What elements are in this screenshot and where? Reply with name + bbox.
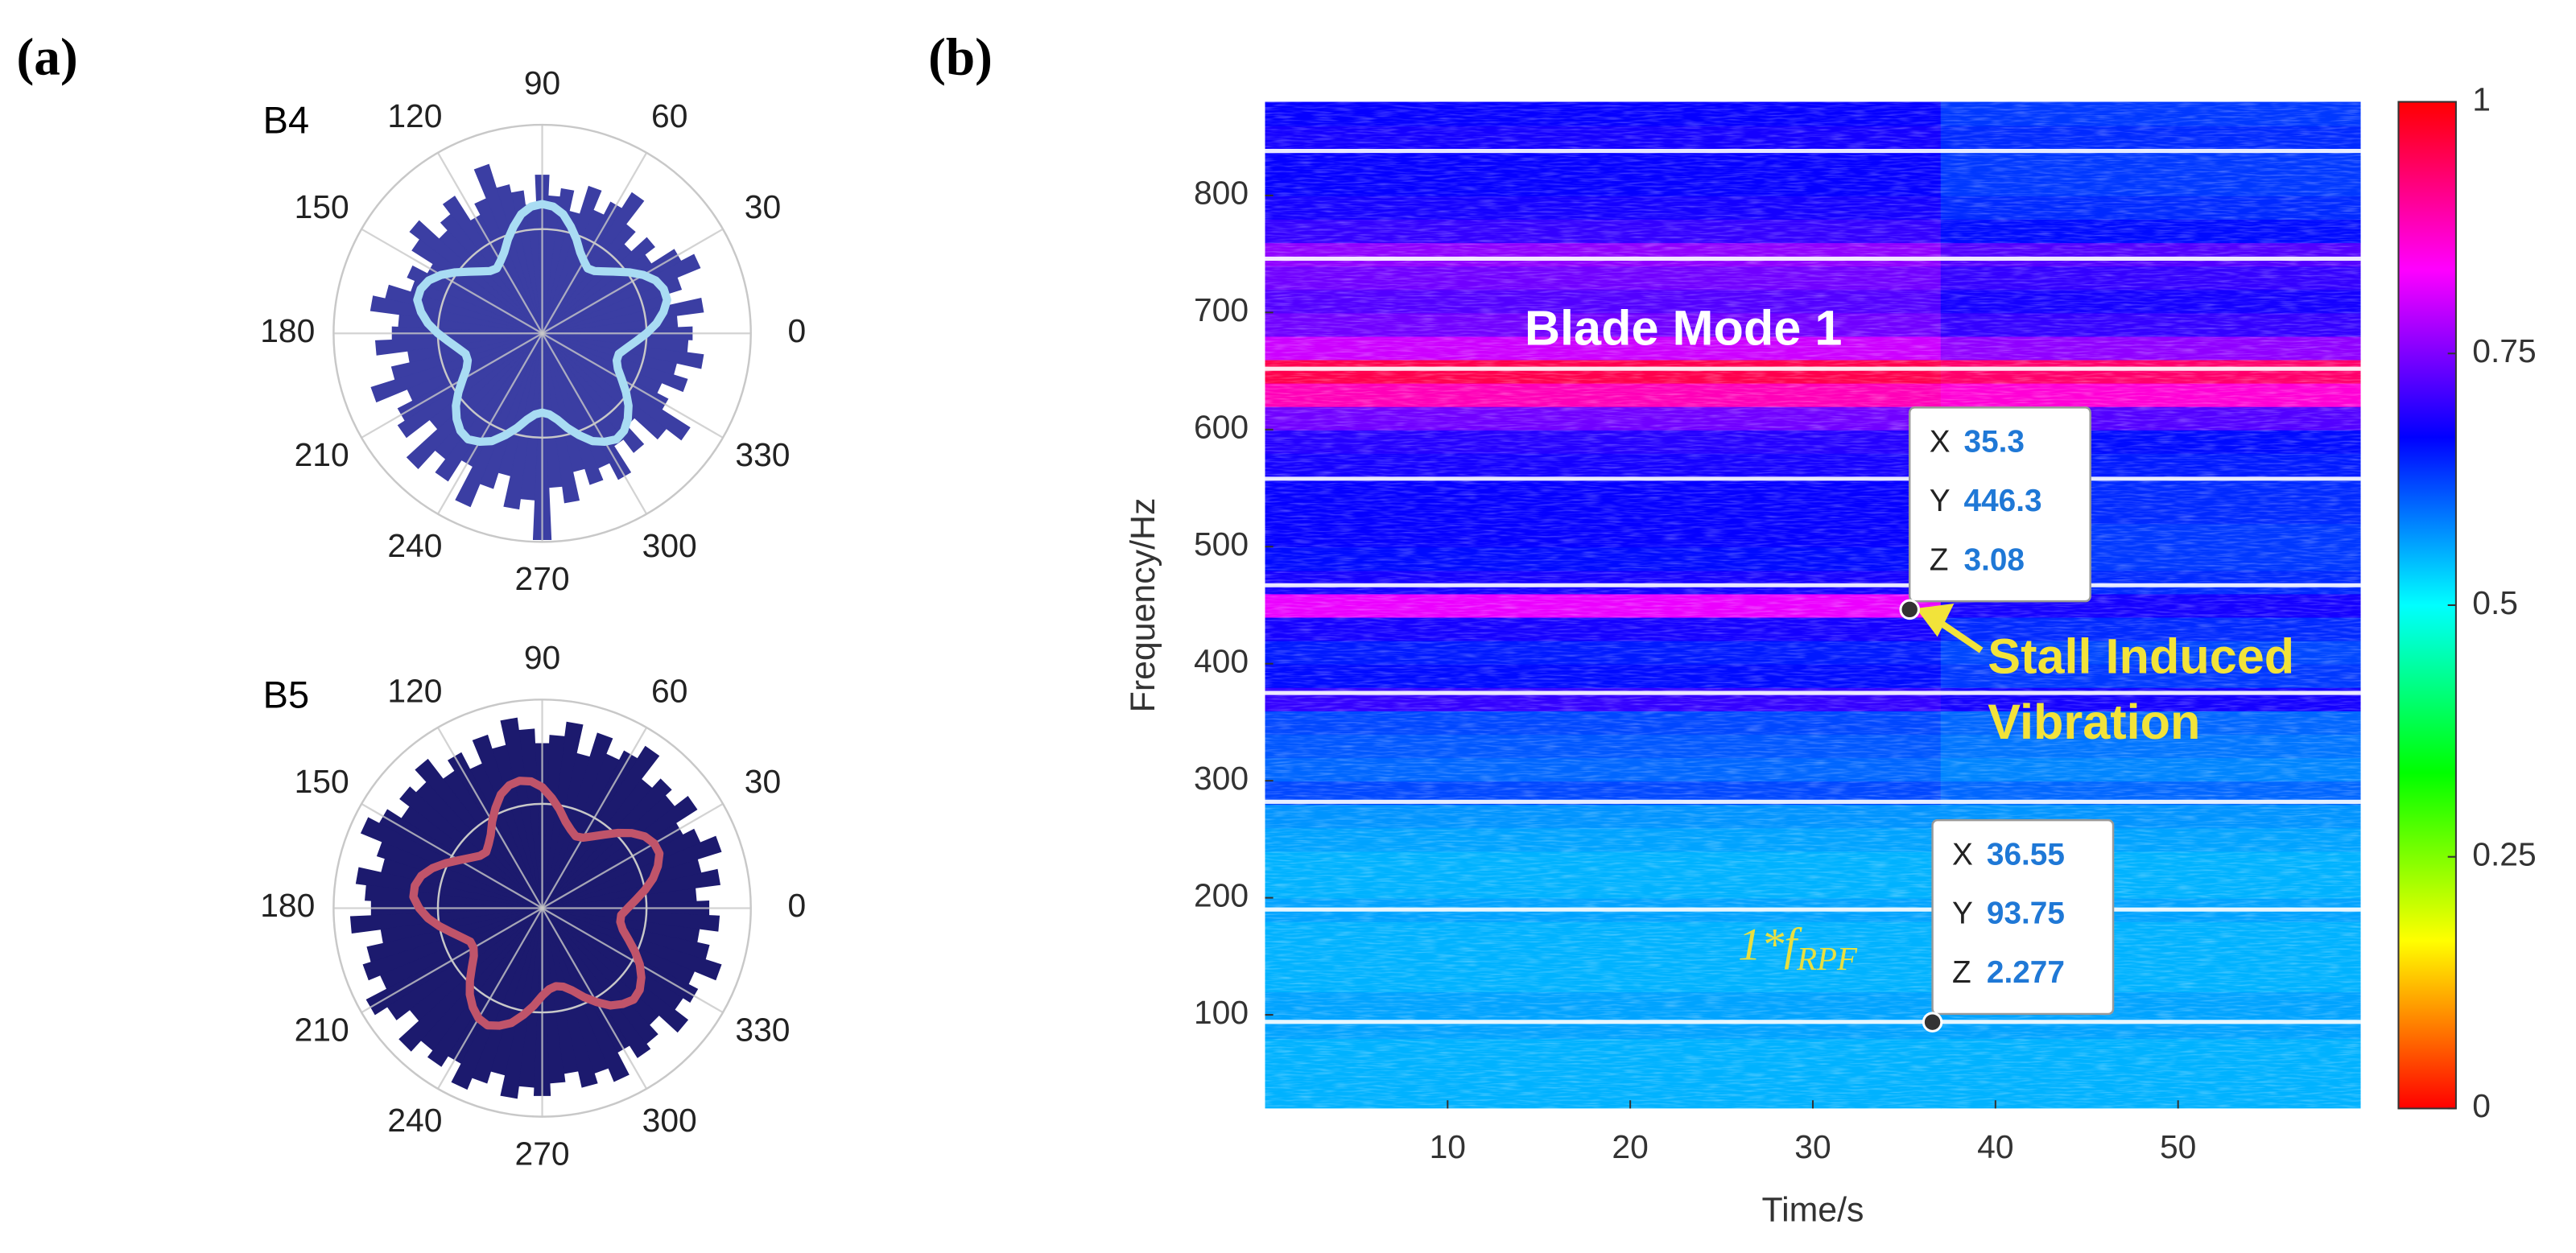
angle-tick-label: 180 — [260, 312, 315, 349]
datatip-value: 35.3 — [1964, 424, 2025, 459]
polar-spoke — [361, 802, 543, 909]
angle-tick-label: 300 — [642, 527, 697, 564]
polar-title: B4 — [263, 99, 309, 141]
colorbar-tick-label: 0.75 — [2472, 332, 2536, 369]
x-tick-label: 10 — [1430, 1128, 1466, 1165]
angle-tick-label: 60 — [651, 672, 687, 709]
angle-tick-label: 30 — [745, 763, 781, 800]
angle-tick-label: 240 — [387, 527, 442, 564]
datatip-value: 2.277 — [1987, 955, 2065, 990]
datatip-label: X — [1952, 837, 1973, 872]
annotation: Blade Mode 1 — [1525, 300, 1843, 355]
angle-tick-label: 240 — [387, 1102, 442, 1139]
polar-bar — [542, 908, 720, 932]
polar-spoke — [361, 332, 543, 439]
angle-tick-label: 330 — [735, 436, 790, 473]
datatip-point — [1899, 599, 1920, 620]
datatip-label: Z — [1930, 542, 1949, 577]
angle-tick-label: 150 — [295, 188, 349, 225]
angle-tick-label: 120 — [387, 97, 442, 134]
angle-tick-label: 30 — [745, 188, 781, 225]
datatip-value: 446.3 — [1964, 484, 2042, 518]
x-tick-label: 20 — [1612, 1128, 1648, 1165]
polar-spoke — [437, 332, 543, 515]
annotation-subscript: RPF — [1796, 941, 1858, 977]
polar-spoke — [541, 228, 724, 335]
polar-title: B5 — [263, 674, 309, 716]
annotation: Stall Induced — [1988, 629, 2294, 684]
x-tick-label: 40 — [1977, 1128, 2013, 1165]
polar-spoke — [361, 228, 543, 335]
datatip-label: Y — [1952, 896, 1973, 931]
datatip-box — [1908, 406, 2091, 603]
datatip-box — [1931, 818, 2115, 1016]
polar-spoke — [361, 907, 543, 1014]
polar-spoke — [541, 907, 724, 1014]
heatmap — [1265, 101, 2361, 1109]
y-tick-label: 700 — [1194, 291, 1249, 328]
angle-tick-label: 60 — [651, 97, 687, 134]
datatip-label: Z — [1952, 955, 1971, 990]
colorbar-tick-label: 1 — [2472, 80, 2491, 117]
y-tick-label: 100 — [1194, 994, 1249, 1031]
polar-spoke — [541, 802, 724, 909]
datatip-value: 36.55 — [1987, 837, 2065, 872]
polar-spoke — [541, 727, 648, 909]
polar-curve — [409, 777, 664, 1030]
colorbar — [2397, 101, 2457, 1110]
x-tick-label: 50 — [2160, 1128, 2196, 1165]
annotation: 1*fRPF — [1738, 920, 1858, 978]
angle-tick-label: 210 — [295, 1011, 349, 1048]
y-tick-label: 500 — [1194, 526, 1249, 563]
angle-tick-label: 0 — [788, 312, 807, 349]
angle-tick-label: 330 — [735, 1011, 790, 1048]
polar-spoke — [541, 332, 724, 439]
angle-tick-label: 90 — [524, 64, 560, 101]
polar-spoke — [541, 332, 648, 515]
colorbar-tick-label: 0 — [2472, 1087, 2491, 1124]
polar-spoke — [437, 907, 543, 1090]
angle-tick-label: 210 — [295, 436, 349, 473]
panel-label: (b) — [928, 29, 993, 87]
datatip-point — [1922, 1012, 1943, 1032]
datatip-value: 3.08 — [1964, 542, 2025, 577]
datatip-label: Y — [1930, 484, 1951, 518]
y-tick-label: 300 — [1194, 760, 1249, 797]
colorbar-tick-label: 0.25 — [2472, 835, 2536, 872]
angle-tick-label: 300 — [642, 1102, 697, 1139]
datatip-value: 93.75 — [1987, 896, 2065, 931]
angle-tick-label: 270 — [515, 560, 570, 597]
angle-tick-label: 90 — [524, 639, 560, 676]
polar-bar — [542, 332, 689, 353]
datatip-label: X — [1930, 424, 1951, 459]
colorbar-tick-label: 0.5 — [2472, 584, 2518, 621]
y-tick-label: 600 — [1194, 409, 1249, 446]
polar-spoke — [541, 152, 648, 334]
angle-tick-label: 0 — [788, 887, 807, 924]
y-tick-label: 800 — [1194, 175, 1249, 212]
annotation: Vibration — [1988, 695, 2200, 749]
polar-curve — [413, 200, 671, 447]
x-tick-label: 30 — [1794, 1128, 1831, 1165]
annotation-arrow — [1916, 604, 1984, 653]
angle-tick-label: 120 — [387, 672, 442, 709]
y-tick-label: 200 — [1194, 876, 1249, 913]
angle-tick-label: 180 — [260, 887, 315, 924]
polar-spoke — [437, 152, 543, 334]
angle-tick-label: 270 — [515, 1135, 570, 1172]
y-axis-label: Frequency/Hz — [1124, 498, 1162, 713]
noise-texture — [1265, 101, 2361, 1109]
y-tick-label: 400 — [1194, 642, 1249, 679]
panel-label: (a) — [17, 29, 78, 87]
x-axis-label: Time/s — [1762, 1190, 1864, 1229]
annotation-part: 1*f — [1738, 920, 1802, 971]
angle-tick-label: 150 — [295, 763, 349, 800]
